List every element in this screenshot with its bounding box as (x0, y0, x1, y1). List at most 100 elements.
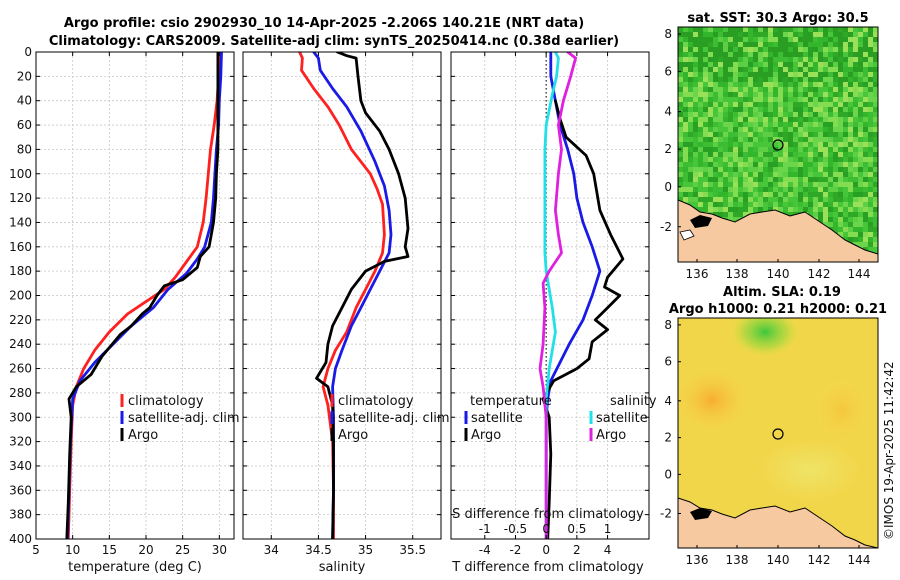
sst-pixel (738, 67, 743, 72)
sst-pixel (828, 82, 833, 87)
sst-pixel (718, 127, 723, 132)
sst-pixel (713, 127, 718, 132)
sst-pixel (763, 112, 768, 117)
sst-pixel (678, 27, 683, 32)
sst-pixel (838, 57, 843, 62)
sst-pixel (873, 57, 878, 62)
sst-pixel (778, 167, 783, 172)
sst-pixel (863, 152, 868, 157)
sst-pixel (683, 92, 688, 97)
series-line-argo (315, 52, 410, 539)
sst-pixel (818, 62, 823, 67)
sst-pixel (863, 77, 868, 82)
sst-pixel (698, 102, 703, 107)
sst-pixel (728, 177, 733, 182)
sst-pixel (858, 182, 863, 187)
sst-pixel (873, 127, 878, 132)
sst-pixel (733, 82, 738, 87)
sst-pixel (713, 112, 718, 117)
sst-pixel (843, 167, 848, 172)
sst-pixel (703, 122, 708, 127)
sst-pixel (723, 77, 728, 82)
sst-pixel (713, 87, 718, 92)
sst-pixel (723, 167, 728, 172)
sst-pixel (773, 62, 778, 67)
sst-pixel (823, 87, 828, 92)
sst-pixel (773, 107, 778, 112)
sst-pixel (718, 82, 723, 87)
sst-pixel (683, 127, 688, 132)
sst-pixel (828, 52, 833, 57)
sla-neutral-area (760, 440, 860, 500)
sst-pixel (858, 102, 863, 107)
sst-pixel (743, 202, 748, 207)
sst-pixel (778, 137, 783, 142)
sst-pixel (808, 172, 813, 177)
sst-pixel (713, 152, 718, 157)
sst-pixel (798, 117, 803, 122)
sst-pixel (713, 92, 718, 97)
sst-pixel (853, 202, 858, 207)
sst-pixel (703, 72, 708, 77)
sst-pixel (718, 162, 723, 167)
sst-pixel (708, 67, 713, 72)
sst-pixel (708, 122, 713, 127)
sst-pixel (793, 127, 798, 132)
sst-pixel (788, 82, 793, 87)
sst-pixel (838, 92, 843, 97)
sst-pixel (788, 42, 793, 47)
sst-pixel (873, 182, 878, 187)
y-tick-label: 280 (9, 386, 32, 400)
sst-pixel (788, 32, 793, 37)
sst-pixel (783, 117, 788, 122)
sst-pixel (733, 172, 738, 177)
sst-pixel (688, 172, 693, 177)
sst-pixel (708, 97, 713, 102)
sst-pixel (713, 77, 718, 82)
sst-pixel (848, 167, 853, 172)
sst-pixel (758, 82, 763, 87)
sst-pixel (838, 207, 843, 212)
sst-pixel (688, 137, 693, 142)
sst-pixel (863, 27, 868, 32)
sst-pixel (718, 132, 723, 137)
sst-pixel (843, 182, 848, 187)
sst-pixel (783, 202, 788, 207)
sst-pixel (758, 67, 763, 72)
sst-pixel (683, 32, 688, 37)
sst-pixel (718, 117, 723, 122)
sst-pixel (778, 52, 783, 57)
sst-pixel (688, 122, 693, 127)
sst-pixel (858, 187, 863, 192)
sst-pixel (798, 77, 803, 82)
sst-pixel (753, 57, 758, 62)
sst-pixel (828, 102, 833, 107)
sst-pixel (723, 197, 728, 202)
sst-pixel (828, 132, 833, 137)
sst-pixel (678, 117, 683, 122)
sst-pixel (688, 57, 693, 62)
sst-pixel (823, 172, 828, 177)
sst-pixel (848, 57, 853, 62)
sst-pixel (818, 127, 823, 132)
sst-pixel (688, 167, 693, 172)
sst-pixel (763, 92, 768, 97)
sst-pixel (788, 187, 793, 192)
sst-pixel (688, 202, 693, 207)
sst-pixel (863, 32, 868, 37)
sst-pixel (773, 192, 778, 197)
sst-pixel (853, 242, 858, 247)
sst-pixel (683, 147, 688, 152)
sst-pixel (783, 207, 788, 212)
sst-pixel (828, 187, 833, 192)
sst-pixel (813, 132, 818, 137)
sst-pixel (863, 122, 868, 127)
sst-pixel (688, 72, 693, 77)
sst-pixel (698, 192, 703, 197)
map-x-tick-label: 142 (808, 267, 831, 281)
sst-pixel (748, 197, 753, 202)
sst-pixel (678, 132, 683, 137)
sst-pixel (818, 157, 823, 162)
sst-pixel (803, 117, 808, 122)
sst-pixel (818, 212, 823, 217)
